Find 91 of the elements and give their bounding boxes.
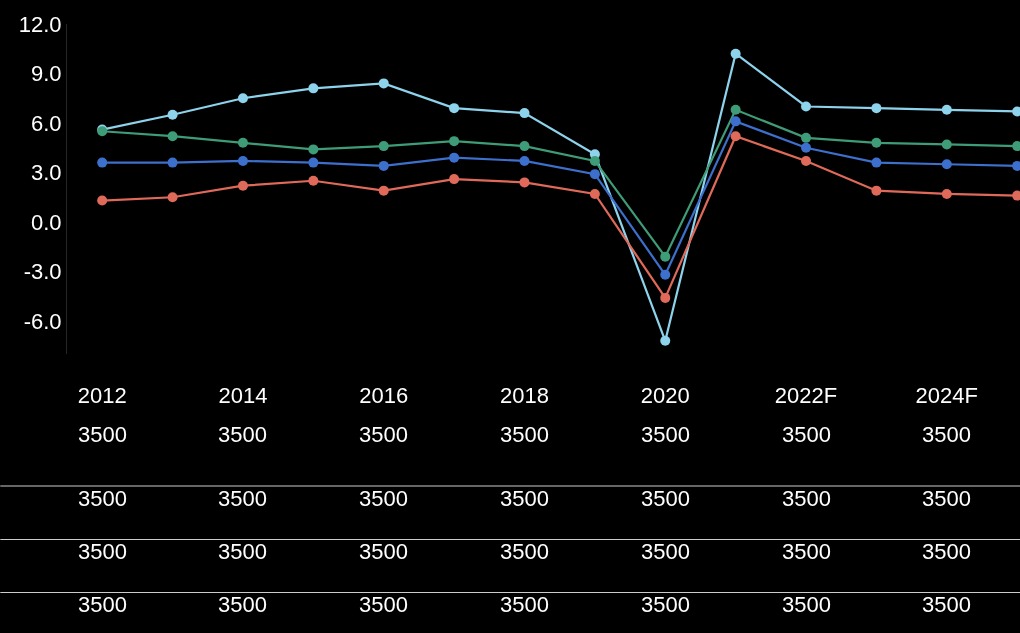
point xyxy=(801,101,812,112)
y-tick-label: -6.0 xyxy=(23,308,62,334)
point xyxy=(449,103,460,114)
text: 3500 xyxy=(641,539,690,564)
point xyxy=(801,142,812,153)
text: 3500 xyxy=(922,422,971,447)
point xyxy=(378,78,389,89)
point xyxy=(378,185,389,196)
text: 3500 xyxy=(218,486,267,511)
point xyxy=(167,192,178,203)
point xyxy=(660,292,671,303)
text: 3500 xyxy=(218,539,267,564)
text: 3500 xyxy=(500,539,549,564)
y-tick-label: 0.0 xyxy=(31,209,62,235)
point xyxy=(519,177,530,188)
point xyxy=(519,155,530,166)
point xyxy=(589,188,600,199)
point xyxy=(871,185,882,196)
text: 3500 xyxy=(500,486,549,511)
point xyxy=(519,141,530,152)
text: 3500 xyxy=(782,592,831,617)
x-tick-label: 2012 xyxy=(77,383,127,408)
point xyxy=(308,157,319,168)
point xyxy=(449,152,460,163)
point xyxy=(237,155,248,166)
text: 3500 xyxy=(218,422,267,447)
text: 3500 xyxy=(500,422,549,447)
point xyxy=(167,157,178,168)
x-tick-label: 2020 xyxy=(640,383,690,408)
text: 3500 xyxy=(78,422,127,447)
point xyxy=(801,132,812,143)
point xyxy=(378,160,389,171)
text: 3500 xyxy=(78,486,127,511)
point xyxy=(449,136,460,147)
y-tick-label: 3.0 xyxy=(31,160,62,186)
point xyxy=(308,144,319,155)
y-tick-label: -3.0 xyxy=(23,259,62,285)
point xyxy=(730,48,741,59)
point xyxy=(97,157,108,168)
text: 3500 xyxy=(359,539,408,564)
y-tick-label: 6.0 xyxy=(31,110,62,136)
point xyxy=(449,174,460,185)
text: 3500 xyxy=(641,486,690,511)
point xyxy=(801,155,812,166)
point xyxy=(871,103,882,114)
x-tick-label: 2024F xyxy=(915,383,978,408)
point xyxy=(519,108,530,119)
text: 3500 xyxy=(359,486,408,511)
point xyxy=(941,159,952,170)
point xyxy=(871,157,882,168)
text: 3500 xyxy=(782,422,831,447)
point xyxy=(589,169,600,180)
point xyxy=(237,180,248,191)
point xyxy=(941,139,952,150)
text: 3500 xyxy=(922,486,971,511)
text: 3500 xyxy=(922,539,971,564)
point xyxy=(941,188,952,199)
point xyxy=(730,131,741,142)
point xyxy=(589,155,600,166)
text: 3500 xyxy=(78,592,127,617)
point xyxy=(660,335,671,346)
text: 3500 xyxy=(78,539,127,564)
point xyxy=(97,195,108,206)
point xyxy=(660,269,671,280)
y-tick-label: 9.0 xyxy=(31,61,62,87)
point xyxy=(167,131,178,142)
y-tick-label: 12.0 xyxy=(18,11,62,37)
text: 3500 xyxy=(218,592,267,617)
text: 3500 xyxy=(500,592,549,617)
point xyxy=(730,104,741,115)
text: 3500 xyxy=(922,592,971,617)
point xyxy=(167,109,178,120)
x-tick-label: 2014 xyxy=(218,383,268,408)
text: 3500 xyxy=(359,592,408,617)
x-tick-label: 2022F xyxy=(774,383,838,408)
point xyxy=(730,116,741,127)
text: 3500 xyxy=(359,422,408,447)
point xyxy=(941,104,952,115)
point xyxy=(237,93,248,104)
point xyxy=(308,83,319,94)
point xyxy=(871,137,882,148)
point xyxy=(308,175,319,186)
point xyxy=(237,137,248,148)
x-tick-label: 2016 xyxy=(359,383,409,408)
text: 3500 xyxy=(641,422,690,447)
text: 3500 xyxy=(641,592,690,617)
point xyxy=(660,251,671,262)
x-tick-label: 2018 xyxy=(500,383,549,408)
text: 3500 xyxy=(782,539,831,564)
point xyxy=(378,141,389,152)
text: 3500 xyxy=(782,486,831,511)
